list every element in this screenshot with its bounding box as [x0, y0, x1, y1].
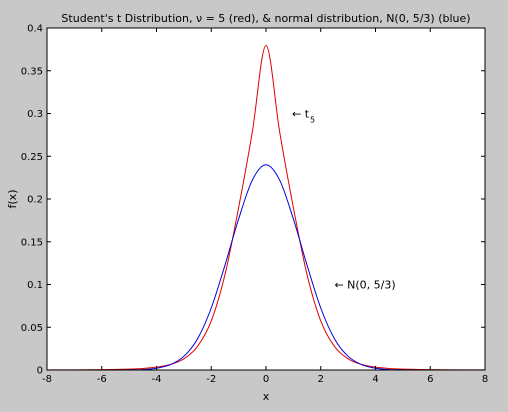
series-line-red [46, 44, 486, 371]
plot-area: -8 -6 -4 -2 0 2 4 6 8 0 0.05 0.1 0.15 0.2 0.25 0.3 0.35 0… [21, 24, 488, 386]
x-tick-label: -8 [42, 374, 52, 385]
normal-annotation: ← N(0, 5/3) [334, 279, 395, 292]
y-tick-label: 0.05 [21, 323, 43, 334]
y-tick-label: 0 [37, 366, 43, 377]
chart-title: Student's t Distribution, ν = 5 (red), &… [61, 12, 470, 25]
y-tick-label: 0.3 [27, 109, 43, 120]
y-tick-label: 0.15 [21, 237, 43, 248]
x-tick-label: -2 [206, 374, 216, 385]
y-axis-label: f(x) [6, 190, 19, 209]
y-tick-label: 0.1 [27, 280, 43, 291]
t5-annotation-subscript: 5 [310, 116, 315, 125]
x-tick-label: 4 [372, 374, 378, 385]
series-layer [46, 44, 486, 371]
y-tick-label: 0.2 [27, 195, 43, 206]
x-tick-label: 2 [318, 374, 324, 385]
x-tick-label: 8 [482, 374, 488, 385]
x-tick-label: -6 [97, 374, 107, 385]
plot-background [47, 28, 485, 370]
x-axis-label: x [263, 390, 270, 403]
y-tick-label: 0.4 [27, 24, 43, 35]
y-tick-label: 0.25 [21, 152, 43, 163]
x-tick-label: -4 [152, 374, 162, 385]
series-line-blue [46, 164, 485, 371]
x-tick-label: 6 [427, 374, 433, 385]
tick-layer: -8 -6 -4 -2 0 2 4 6 8 0 0.05 0.1 0.15 0.2 0.25 0.3 0.35 0… [21, 24, 488, 386]
x-tick-label: 0 [263, 374, 269, 385]
y-tick-label: 0.35 [21, 66, 43, 77]
